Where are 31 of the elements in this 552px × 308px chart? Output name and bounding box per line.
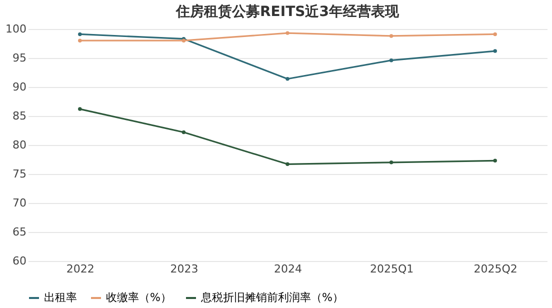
x-tick-label: 2025Q2 bbox=[474, 262, 518, 276]
legend-label: 息税折旧摊销前利润率（%） bbox=[200, 291, 344, 304]
point bbox=[182, 130, 186, 134]
x-tick-label: 2025Q1 bbox=[370, 262, 414, 276]
y-tick-label: 100 bbox=[6, 22, 26, 36]
point bbox=[493, 158, 497, 163]
y-tick-label: 85 bbox=[12, 110, 26, 122]
y-tick-label: 80 bbox=[12, 138, 26, 152]
x-tick-label: 2023 bbox=[170, 262, 198, 276]
point bbox=[389, 58, 394, 62]
point bbox=[78, 32, 82, 36]
point bbox=[493, 32, 497, 36]
point bbox=[78, 107, 82, 111]
point bbox=[493, 49, 497, 53]
chart-title: 住房租赁公募REITS近3年经营表现 bbox=[175, 3, 400, 20]
point bbox=[286, 31, 290, 35]
x-tick-label: 2022 bbox=[66, 262, 94, 276]
point bbox=[389, 160, 394, 164]
point bbox=[286, 162, 290, 166]
y-tick-label: 75 bbox=[12, 168, 26, 180]
y-tick-label: 95 bbox=[12, 52, 26, 64]
point bbox=[389, 34, 394, 38]
point bbox=[78, 38, 82, 42]
y-tick-label: 65 bbox=[12, 226, 26, 238]
y-tick-label: 60 bbox=[12, 254, 26, 268]
point bbox=[286, 77, 290, 81]
x-tick-label: 2024 bbox=[274, 262, 302, 276]
y-tick-label: 70 bbox=[12, 196, 26, 210]
y-tick-label: 90 bbox=[12, 80, 26, 94]
legend-label: 收缴率（%） bbox=[106, 291, 172, 304]
legend-label: 出租率 bbox=[44, 291, 77, 304]
